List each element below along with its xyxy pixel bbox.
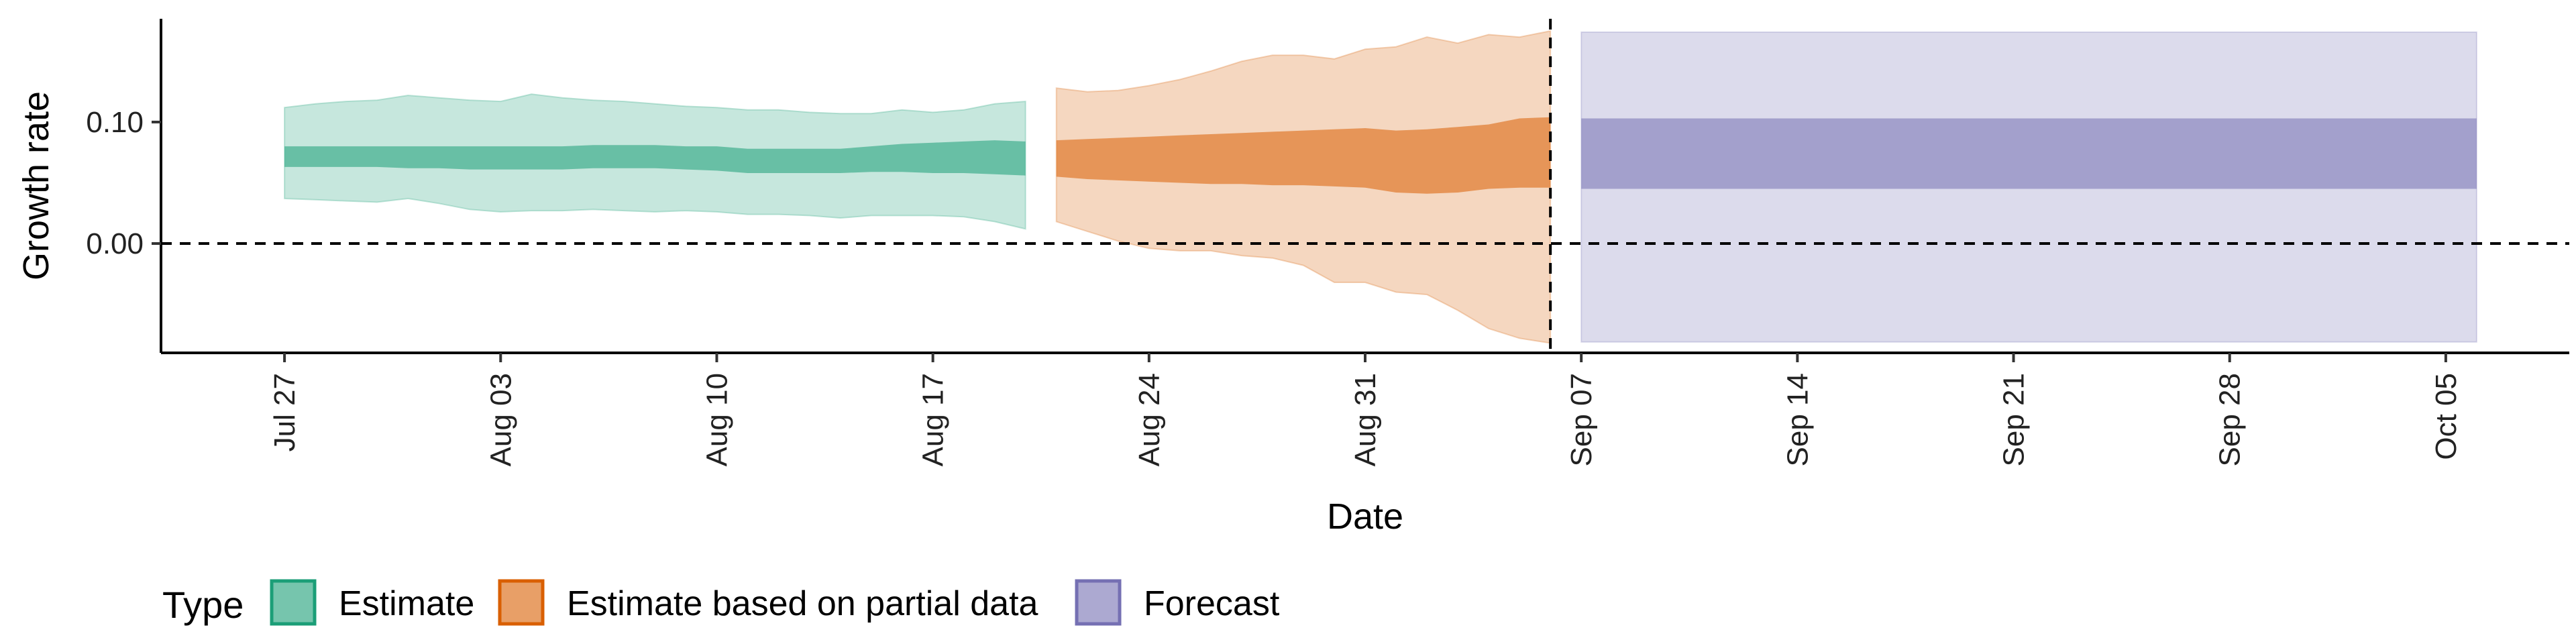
y-tick-label: 0.10 [86,106,144,139]
legend-label-forecast: Forecast [1144,584,1280,623]
y-tick-label: 0.00 [86,227,144,260]
x-tick-label: Aug 24 [1133,373,1166,466]
legend-label-estimate: Estimate [339,584,474,623]
inner-band-estimate [284,140,1026,176]
y-axis-title: Growth rate [16,91,56,280]
x-tick-label: Sep 07 [1565,373,1598,466]
x-tick-label: Oct 05 [2430,373,2463,460]
inner-band-forecast [1581,118,2477,189]
x-tick-label: Aug 10 [700,373,733,466]
x-tick-label: Jul 27 [268,373,301,451]
legend: Type Estimate Estimate based on partial d… [162,579,1280,626]
legend-key-estimate [270,579,317,626]
x-tick-label: Sep 28 [2214,373,2247,466]
x-tick-label: Aug 17 [917,373,950,466]
x-tick-label: Aug 31 [1349,373,1382,466]
inner-band-estimate-based-on-partial-data [1056,117,1551,194]
reference-lines [161,19,2569,353]
bands-layer [284,30,2477,344]
axes-layer: 0.00 0.10 Jul 27 Aug 03 Aug 10 Aug 17 Aug 24 Au… [86,19,2569,466]
x-tick-label: Aug 03 [484,373,517,466]
legend-label-estimate-based-on-partial-data: Estimate based on partial data [567,584,1038,623]
x-axis-title: Date [1327,496,1403,537]
x-tick-label: Sep 14 [1781,373,1814,466]
x-tick-label: Sep 21 [1998,373,2031,466]
legend-key-estimate-based-on-partial-data [498,579,545,626]
legend-key-forecast [1075,579,1122,626]
legend-title: Type [162,584,244,626]
